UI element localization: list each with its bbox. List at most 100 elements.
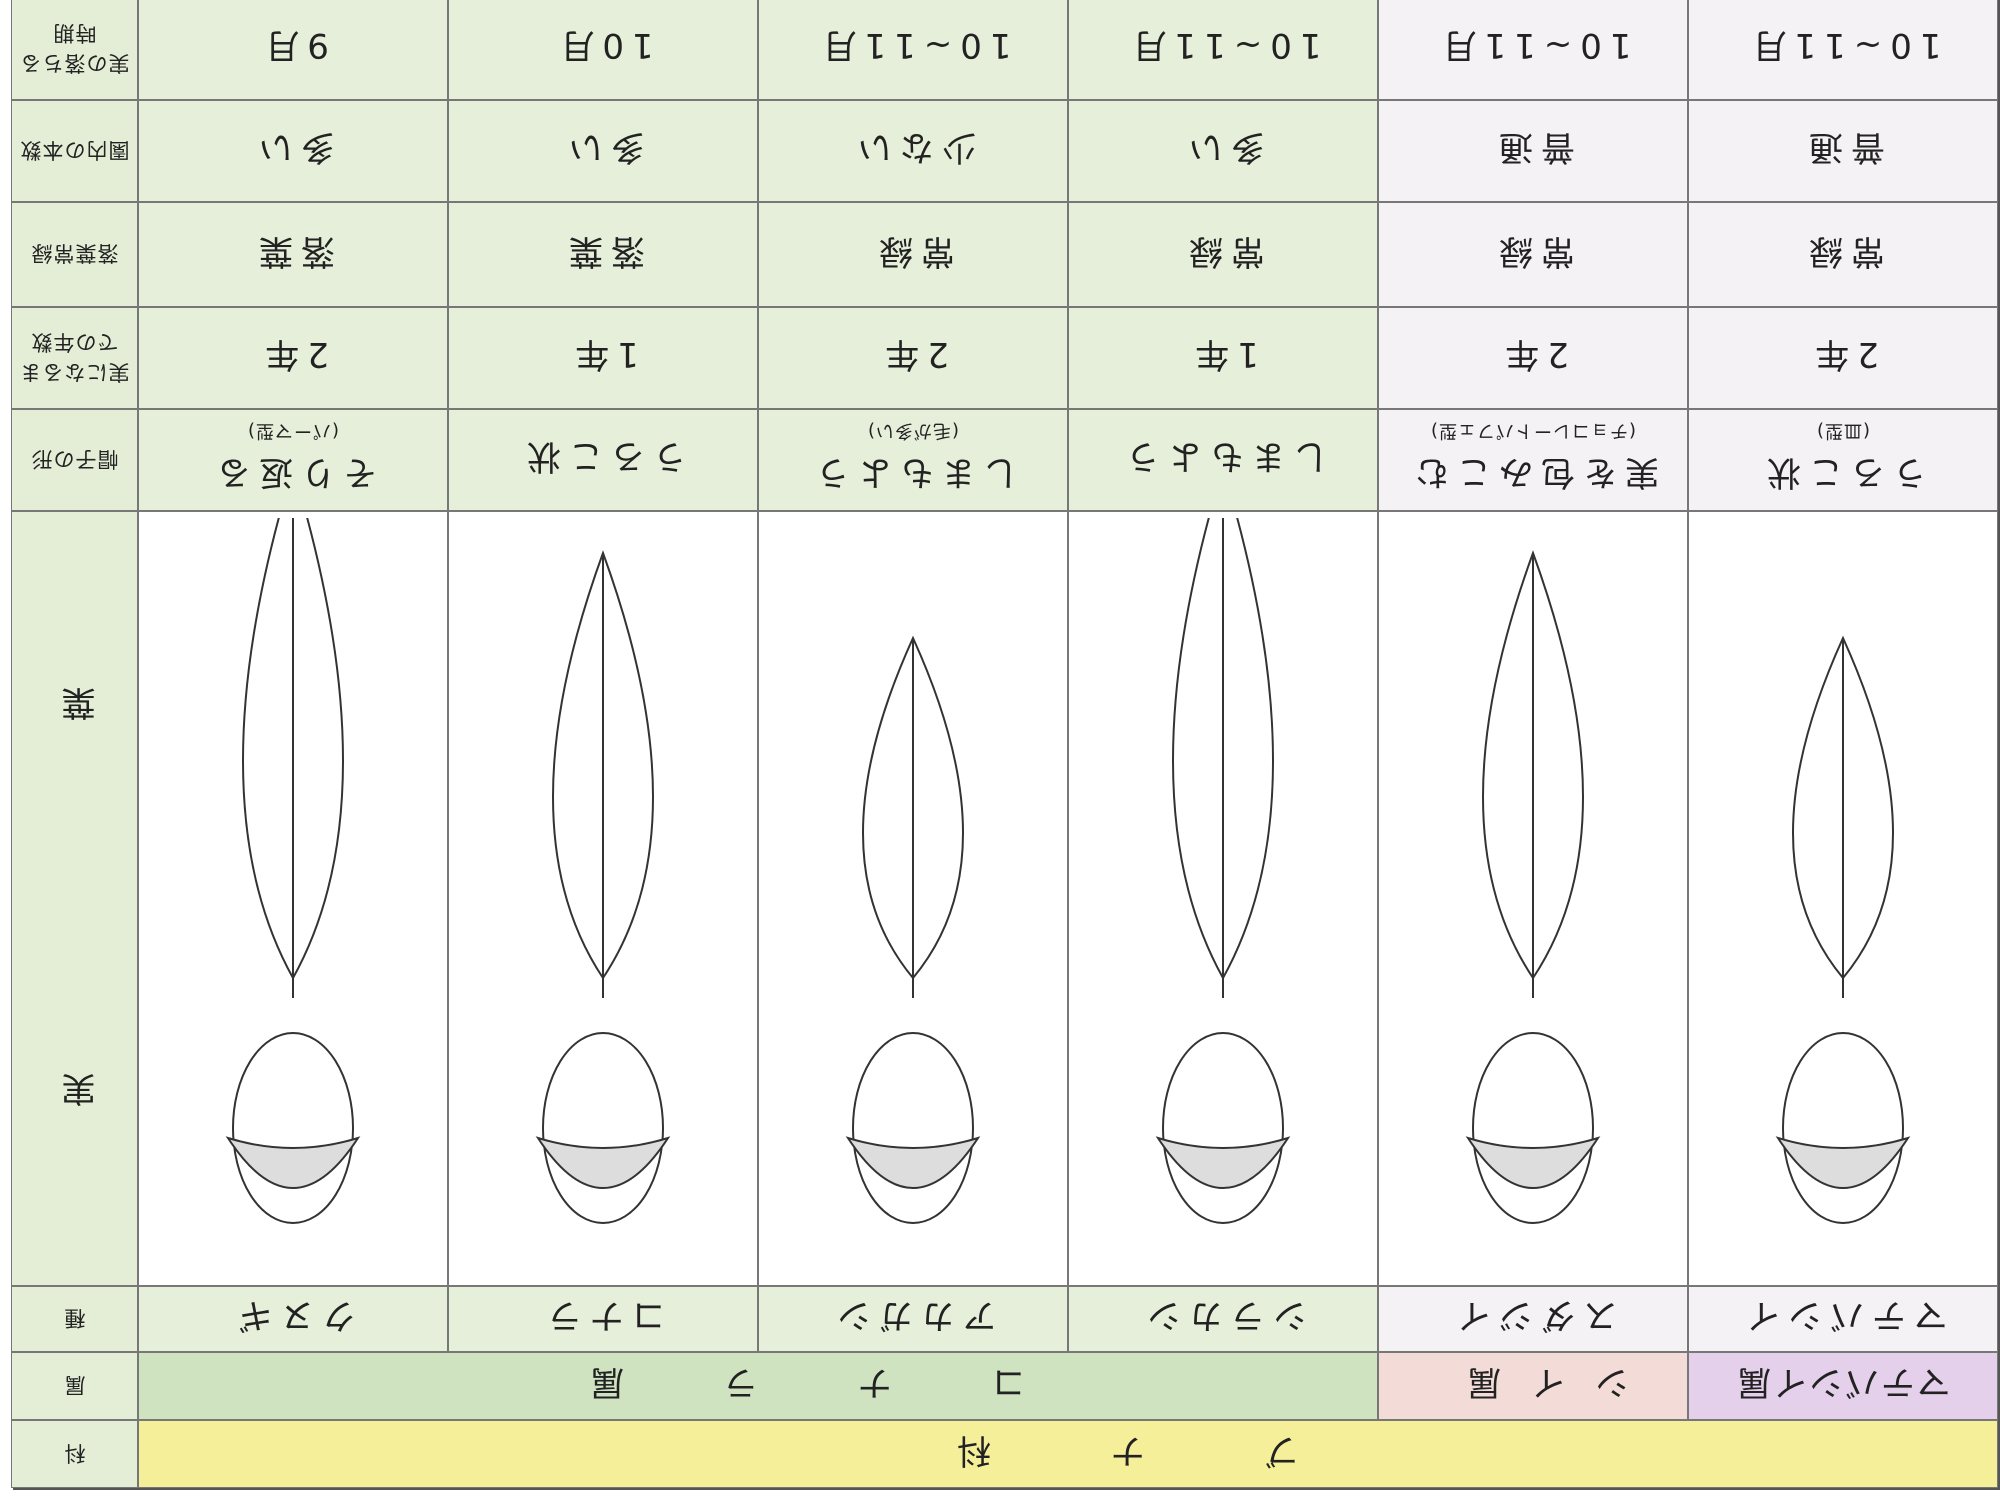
cell-name: アカガシ (758, 1286, 1068, 1352)
acorn-cap (1155, 1136, 1291, 1190)
leaf-type: 常緑 (1181, 231, 1265, 271)
season: 10~11月 (814, 25, 1012, 66)
illustration (1465, 550, 1601, 1225)
cell-name: シラカシ (1068, 1286, 1378, 1352)
season: 10~11月 (1124, 25, 1322, 66)
cap-note: (チョコレートパフェ型) (1429, 420, 1637, 442)
years: 2年 (1807, 334, 1879, 375)
acorn-cap (845, 1136, 981, 1190)
row-header: 実 (53, 1068, 96, 1109)
cell-years: 1年 (1068, 307, 1378, 409)
count: 少ない (850, 127, 976, 168)
row-header: 種 (11, 1286, 138, 1352)
drawing-cell (1688, 511, 1998, 1286)
cell-count: 多い (448, 100, 758, 202)
acorn-cap (1465, 1136, 1601, 1190)
season: 9月 (257, 25, 329, 66)
acorn-cap (1775, 1136, 1911, 1190)
cell-cap: しまもよう (毛が多い) (758, 409, 1068, 511)
family-header: 科 (11, 1420, 138, 1488)
row-header: 葉 (53, 681, 96, 722)
drawing-cell (1378, 511, 1688, 1286)
count: 普通 (1801, 127, 1885, 168)
cell-cap: 実を包みこむ (チョコレートパフェ型) (1378, 409, 1688, 511)
drawing-cell (758, 511, 1068, 1286)
illustration (1155, 518, 1291, 1225)
cell-season: 10~11月 (758, 0, 1068, 100)
row-header: 落葉常緑 (11, 202, 138, 307)
acorn-cap (535, 1136, 671, 1190)
count: 多い (1181, 127, 1265, 168)
cell-count: 多い (138, 100, 448, 202)
acorn-nut (852, 1032, 974, 1225)
family-name: ブナ科 (138, 1420, 1998, 1488)
leaf-type: 落葉 (251, 231, 335, 271)
cap: 実を包みこむ (1407, 452, 1659, 493)
cell-name: マテバシイ (1688, 1286, 1998, 1352)
illustration (535, 550, 671, 1225)
row-header: 実になるまでの年数 (11, 307, 138, 409)
cell-leaf-type: 常緑 (1068, 202, 1378, 307)
acorn-nut (1472, 1032, 1594, 1225)
cell-leaf-type: 常緑 (1688, 202, 1998, 307)
acorn-nut (232, 1032, 354, 1225)
leaf (1172, 518, 1274, 981)
cell-season: 10月 (448, 0, 758, 100)
illustration (845, 636, 981, 1225)
cap: しまもよう (1118, 436, 1328, 477)
cap: そり返る (209, 452, 377, 493)
acorn-table: ブナ科 科 マテバシイ属 シイ属 コナラ属 属 種 実 葉 帽子の形 実になるま… (11, 0, 2000, 1490)
cell-leaf-type: 常緑 (758, 202, 1068, 307)
acorn-nut (1162, 1032, 1284, 1225)
season: 10~11月 (1434, 25, 1632, 66)
cell-name: コナラ (448, 1286, 758, 1352)
cell-cap: しまもよう (1068, 409, 1378, 511)
genus: シイ属 (1378, 1352, 1688, 1420)
cell-season: 9月 (138, 0, 448, 100)
name: アカガシ (829, 1295, 997, 1336)
years: 2年 (1497, 334, 1569, 375)
years: 2年 (257, 334, 329, 375)
cap-note: (皿型) (1815, 420, 1871, 442)
cell-years: 2年 (758, 307, 1068, 409)
cell-count: 多い (1068, 100, 1378, 202)
cell-cap: うろこ状 (448, 409, 758, 511)
name: スダジイ (1448, 1295, 1618, 1336)
cap-note: (毛が多い) (866, 420, 960, 442)
leaf-type: 落葉 (561, 231, 645, 271)
cell-years: 1年 (448, 307, 758, 409)
leaf-type: 常緑 (871, 231, 955, 271)
acorn-nut (542, 1032, 664, 1225)
cell-leaf-type: 常緑 (1378, 202, 1688, 307)
season: 10月 (552, 25, 654, 66)
acorn-nut (1782, 1032, 1904, 1225)
leaf-type: 常緑 (1801, 231, 1885, 271)
cell-leaf-type: 落葉 (448, 202, 758, 307)
cell-season: 10~11月 (1688, 0, 1998, 100)
name: シラカシ (1139, 1295, 1307, 1336)
cap: しまもよう (808, 452, 1018, 493)
season: 10~11月 (1744, 25, 1942, 66)
genus: マテバシイ属 (1688, 1352, 1998, 1420)
name: クヌギ (230, 1295, 356, 1336)
years: 1年 (1187, 334, 1259, 375)
genus: コナラ属 (138, 1352, 1378, 1420)
cell-name: スダジイ (1378, 1286, 1688, 1352)
cell-name: クヌギ (138, 1286, 448, 1352)
cell-count: 普通 (1688, 100, 1998, 202)
cell-years: 2年 (1378, 307, 1688, 409)
cell-count: 普通 (1378, 100, 1688, 202)
count: 多い (251, 127, 335, 168)
cell-season: 10~11月 (1068, 0, 1378, 100)
name: コナラ (540, 1295, 666, 1336)
illustration (225, 518, 361, 1225)
drawing-cell (1068, 511, 1378, 1286)
row-header: 実 葉 (11, 511, 138, 1286)
years: 1年 (567, 334, 639, 375)
row-header: 帽子の形 (11, 409, 138, 511)
cap-note: (パーマ型) (246, 420, 340, 442)
drawing-cell (448, 511, 758, 1286)
leaf-type: 常緑 (1491, 231, 1575, 271)
cap: うろこ状 (519, 436, 687, 477)
acorn-cap (225, 1136, 361, 1190)
